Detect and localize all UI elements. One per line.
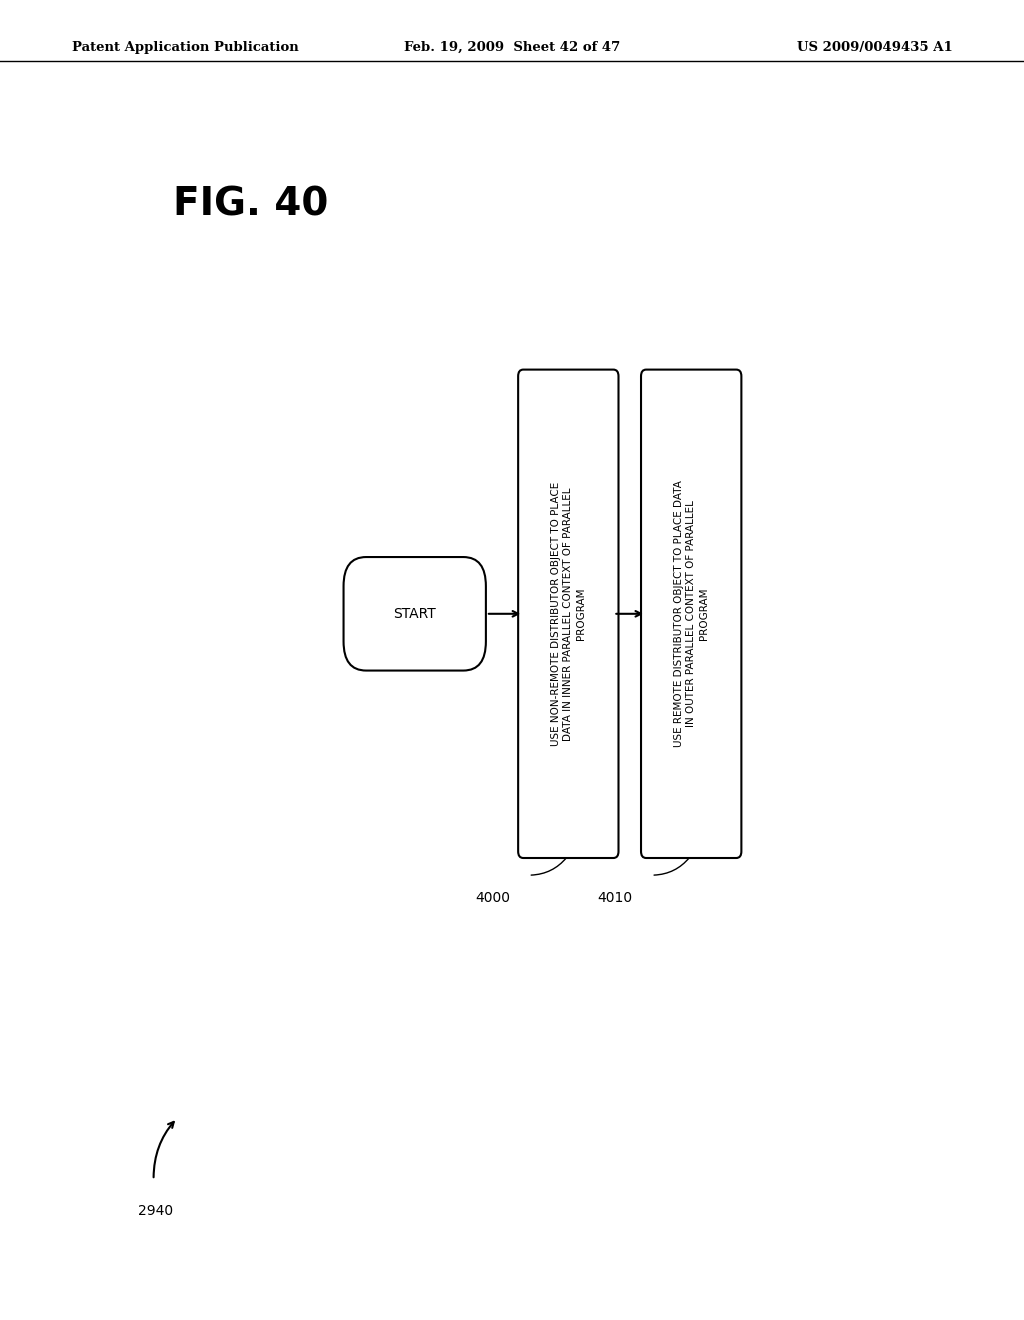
Text: USE REMOTE DISTRIBUTOR OBJECT TO PLACE DATA
IN OUTER PARALLEL CONTEXT OF PARALLE: USE REMOTE DISTRIBUTOR OBJECT TO PLACE D…: [674, 480, 709, 747]
Text: 4000: 4000: [475, 891, 510, 906]
Text: 4010: 4010: [598, 891, 633, 906]
FancyBboxPatch shape: [641, 370, 741, 858]
Text: US 2009/0049435 A1: US 2009/0049435 A1: [797, 41, 952, 54]
Text: USE NON-REMOTE DISTRIBUTOR OBJECT TO PLACE
DATA IN INNER PARALLEL CONTEXT OF PAR: USE NON-REMOTE DISTRIBUTOR OBJECT TO PLA…: [551, 482, 586, 746]
Text: START: START: [393, 607, 436, 620]
FancyBboxPatch shape: [518, 370, 618, 858]
Text: FIG. 40: FIG. 40: [173, 186, 329, 223]
Text: 2940: 2940: [138, 1204, 173, 1218]
Text: Patent Application Publication: Patent Application Publication: [72, 41, 298, 54]
Text: Feb. 19, 2009  Sheet 42 of 47: Feb. 19, 2009 Sheet 42 of 47: [403, 41, 621, 54]
FancyBboxPatch shape: [344, 557, 486, 671]
